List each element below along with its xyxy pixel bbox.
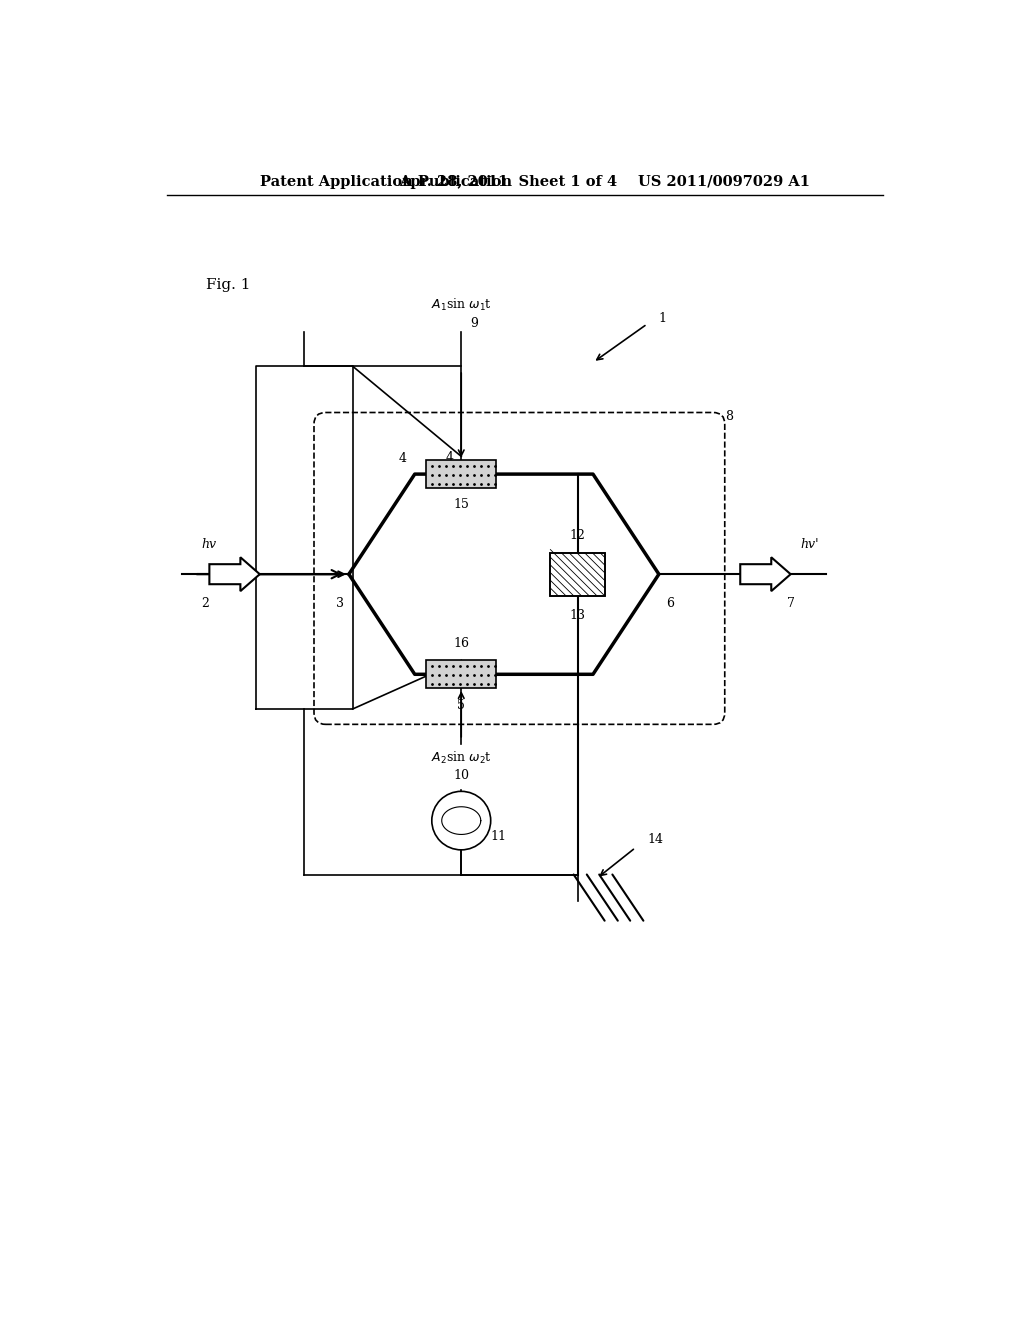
Polygon shape	[209, 557, 260, 591]
Polygon shape	[740, 557, 791, 591]
Text: 8: 8	[725, 409, 733, 422]
Text: 2: 2	[202, 597, 210, 610]
Text: $A_2$sin $\omega_2$t: $A_2$sin $\omega_2$t	[431, 750, 492, 766]
Text: $A_1$sin $\omega_1$t: $A_1$sin $\omega_1$t	[431, 297, 492, 313]
Text: 13: 13	[569, 609, 586, 622]
Text: 10: 10	[454, 770, 469, 783]
Text: 12: 12	[569, 529, 586, 543]
Text: Fig. 1: Fig. 1	[206, 279, 250, 293]
FancyBboxPatch shape	[426, 461, 496, 488]
Text: 3: 3	[336, 597, 344, 610]
Text: Patent Application Publication: Patent Application Publication	[260, 174, 512, 189]
Text: hv: hv	[202, 539, 217, 552]
FancyBboxPatch shape	[550, 553, 604, 595]
Text: 4: 4	[445, 450, 454, 463]
Text: 16: 16	[454, 638, 469, 649]
Text: 1: 1	[658, 312, 667, 325]
Text: 7: 7	[786, 597, 795, 610]
Text: US 2011/0097029 A1: US 2011/0097029 A1	[638, 174, 810, 189]
Text: 6: 6	[667, 597, 675, 610]
Text: 11: 11	[490, 829, 507, 842]
Text: 14: 14	[647, 833, 664, 846]
Text: hv': hv'	[801, 539, 819, 552]
Text: 4: 4	[399, 453, 407, 465]
Text: 9: 9	[471, 317, 478, 330]
Text: Apr. 28, 2011  Sheet 1 of 4: Apr. 28, 2011 Sheet 1 of 4	[398, 174, 616, 189]
Text: 15: 15	[454, 499, 469, 511]
Text: 5: 5	[458, 698, 465, 711]
FancyBboxPatch shape	[426, 660, 496, 688]
